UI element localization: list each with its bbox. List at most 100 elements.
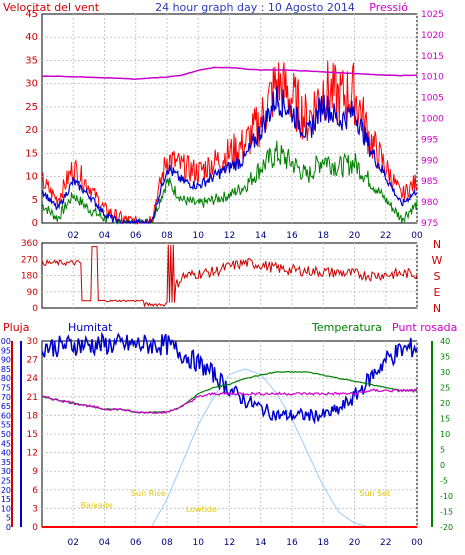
y-tick-label: 5 [440,446,445,455]
y-tick-label: 30 [440,368,450,377]
x-tick-label: 02 [68,538,79,548]
direction-series [41,244,418,308]
y-tick-label: 1025 [421,10,444,20]
y-tick-label: 95 [1,346,11,355]
y-tick-label: 10 [440,430,450,439]
compass-label: S [434,270,441,283]
x-tick-label: 18 [318,231,330,241]
y-tick-label: 21 [27,393,38,403]
annotation-label: Sun Set [359,489,390,498]
wind-axis-label: Velocitat del vent [3,1,100,14]
y-tick-label: 180 [21,272,38,282]
x-tick-label: 06 [130,231,142,241]
y-tick-label: 1000 [421,115,444,125]
y-tick-label: 12 [27,449,38,459]
sun-tide-annotations: Baixade Sun Rise Lowtide Sun Set [81,489,391,514]
y-tick-label: 60 [1,411,11,420]
temp-humidity-series [41,331,418,528]
wind-x-ticks: 02 04 06 08 10 12 14 16 18 20 22 00 [68,231,423,241]
x-tick-label: 16 [286,538,298,548]
y-tick-label: 3 [32,504,38,514]
temp-grid [42,341,418,527]
y-tick-label: 90 [27,288,39,298]
annotation-label: Sun Rise [131,489,166,498]
x-tick-label: 12 [224,231,235,241]
pressure-axis-label: Pressió [369,1,408,14]
x-tick-label: 08 [161,231,173,241]
temp-x-ticks: 02 04 06 08 10 12 14 16 18 20 22 00 [68,538,423,548]
y-tick-label: 25 [25,102,38,113]
x-tick-label: 20 [349,231,361,241]
pressure-line [41,66,418,80]
y-tick-label: 24 [27,374,39,384]
y-tick-label: 10 [25,172,38,183]
y-tick-label: 15 [27,430,38,440]
y-tick-label: 27 [27,356,38,366]
x-tick-label: 14 [255,231,267,241]
y-tick-label: -20 [440,523,453,532]
y-tick-label: 20 [1,486,11,495]
y-tick-label: 0 [6,523,11,532]
y-tick-label: 35 [25,55,38,66]
y-tick-label: 25 [1,477,11,486]
x-tick-label: 12 [224,538,235,548]
compass-label: N [433,302,441,315]
y-tick-label: 55 [1,421,11,430]
y-tick-label: -15 [440,508,453,517]
x-tick-label: 22 [380,231,391,241]
y-tick-label: -5 [440,477,448,486]
x-tick-label: 02 [68,231,79,241]
y-tick-label: 30 [1,467,11,476]
y-tick-label: 15 [25,148,38,159]
y-tick-label: 0 [32,523,38,533]
y-tick-label: 5 [32,195,38,206]
y-tick-label: 25 [440,384,450,393]
y-tick-label: 270 [21,255,38,265]
y-tick-label: 30 [27,337,39,347]
wind-grid [42,14,418,223]
wind-pressure-series [41,60,418,226]
y-tick-label: 40 [25,32,38,43]
x-tick-label: 16 [286,231,298,241]
y-tick-label: 20 [25,125,38,136]
temperature-axis-label: Temperatura [311,321,382,334]
y-tick-label: 15 [1,495,11,504]
y-tick-label: -10 [440,492,453,501]
y-tick-label: 0 [32,218,38,229]
compass-label: E [434,286,441,299]
y-tick-label: 30 [25,79,38,90]
y-tick-label: 980 [421,198,438,208]
x-tick-label: 22 [380,538,391,548]
wind-direction-line [41,244,418,308]
dewpoint-axis-label: Punt rosada [392,321,457,334]
y-tick-label: 100 [0,337,11,346]
y-tick-label: 1020 [421,31,444,41]
y-tick-label: 70 [1,393,11,402]
y-tick-label: 995 [421,135,438,145]
direction-y-ticks: 360 270 180 90 0 [21,239,38,314]
annotation-label: Lowtide [186,505,217,514]
x-tick-label: 14 [255,538,267,548]
x-tick-label: 06 [130,538,142,548]
y-tick-label: 1005 [421,94,444,104]
wind-avg-line [41,86,418,226]
y-tick-label: 985 [421,177,438,187]
y-tick-label: 1010 [421,73,444,83]
y-tick-label: 45 [1,439,11,448]
y-tick-label: 90 [1,356,11,365]
dewpoint-line [41,388,418,415]
y-tick-label: 360 [21,239,38,249]
y-tick-label: 35 [440,353,450,362]
y-tick-label: 50 [1,430,11,439]
humidity-y-ticks: 1009590858075706560555045403530252015105… [0,337,11,532]
rain-axis-label: Pluja [3,321,29,334]
pressure-y-ticks: 1025 1020 1015 1010 1005 1000 995 990 985 980 975 [421,10,444,229]
compass-label: W [432,254,443,267]
y-tick-label: 6 [32,486,38,496]
x-tick-label: 00 [411,538,423,548]
y-tick-label: 40 [1,449,11,458]
x-tick-label: 04 [99,231,111,241]
